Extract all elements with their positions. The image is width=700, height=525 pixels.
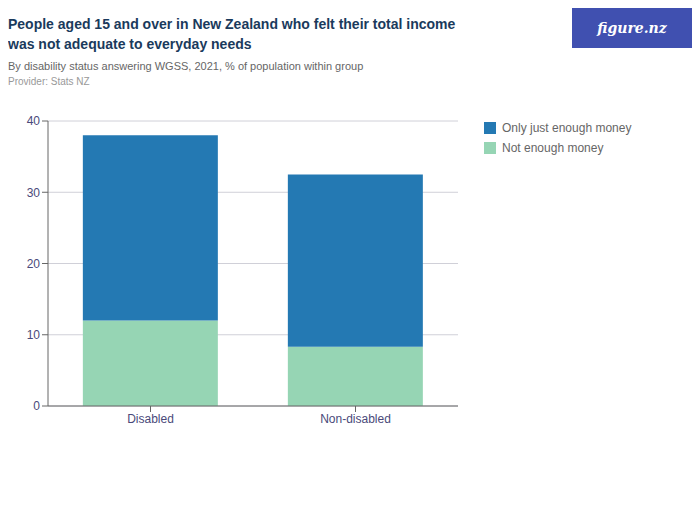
html-text:By disability status answering: By disability status answering WGSS, 202… (8, 60, 364, 72)
html-text:figure.nz: figure.nz (597, 20, 667, 36)
html-text:was not adequate to everyday n: was not adequate to everyday needs (8, 36, 252, 52)
html-text:Not enough money: Not enough money (502, 141, 604, 155)
html-text:People aged 15 and over in New: People aged 15 and over in New Zealand w… (8, 16, 456, 32)
svg-text:10: 10 (27, 328, 41, 342)
svg-text:30: 30 (27, 186, 41, 200)
svg-text:Disabled: Disabled (127, 412, 174, 426)
svg-text:0: 0 (33, 399, 40, 413)
html-text:Provider: Stats NZ: Provider: Stats NZ (8, 76, 90, 87)
html-text:Only just enough money: Only just enough money (502, 121, 632, 135)
svg-text:40: 40 (27, 114, 41, 128)
svg-text:20: 20 (27, 257, 41, 271)
svg-text:Non-disabled: Non-disabled (320, 412, 391, 426)
